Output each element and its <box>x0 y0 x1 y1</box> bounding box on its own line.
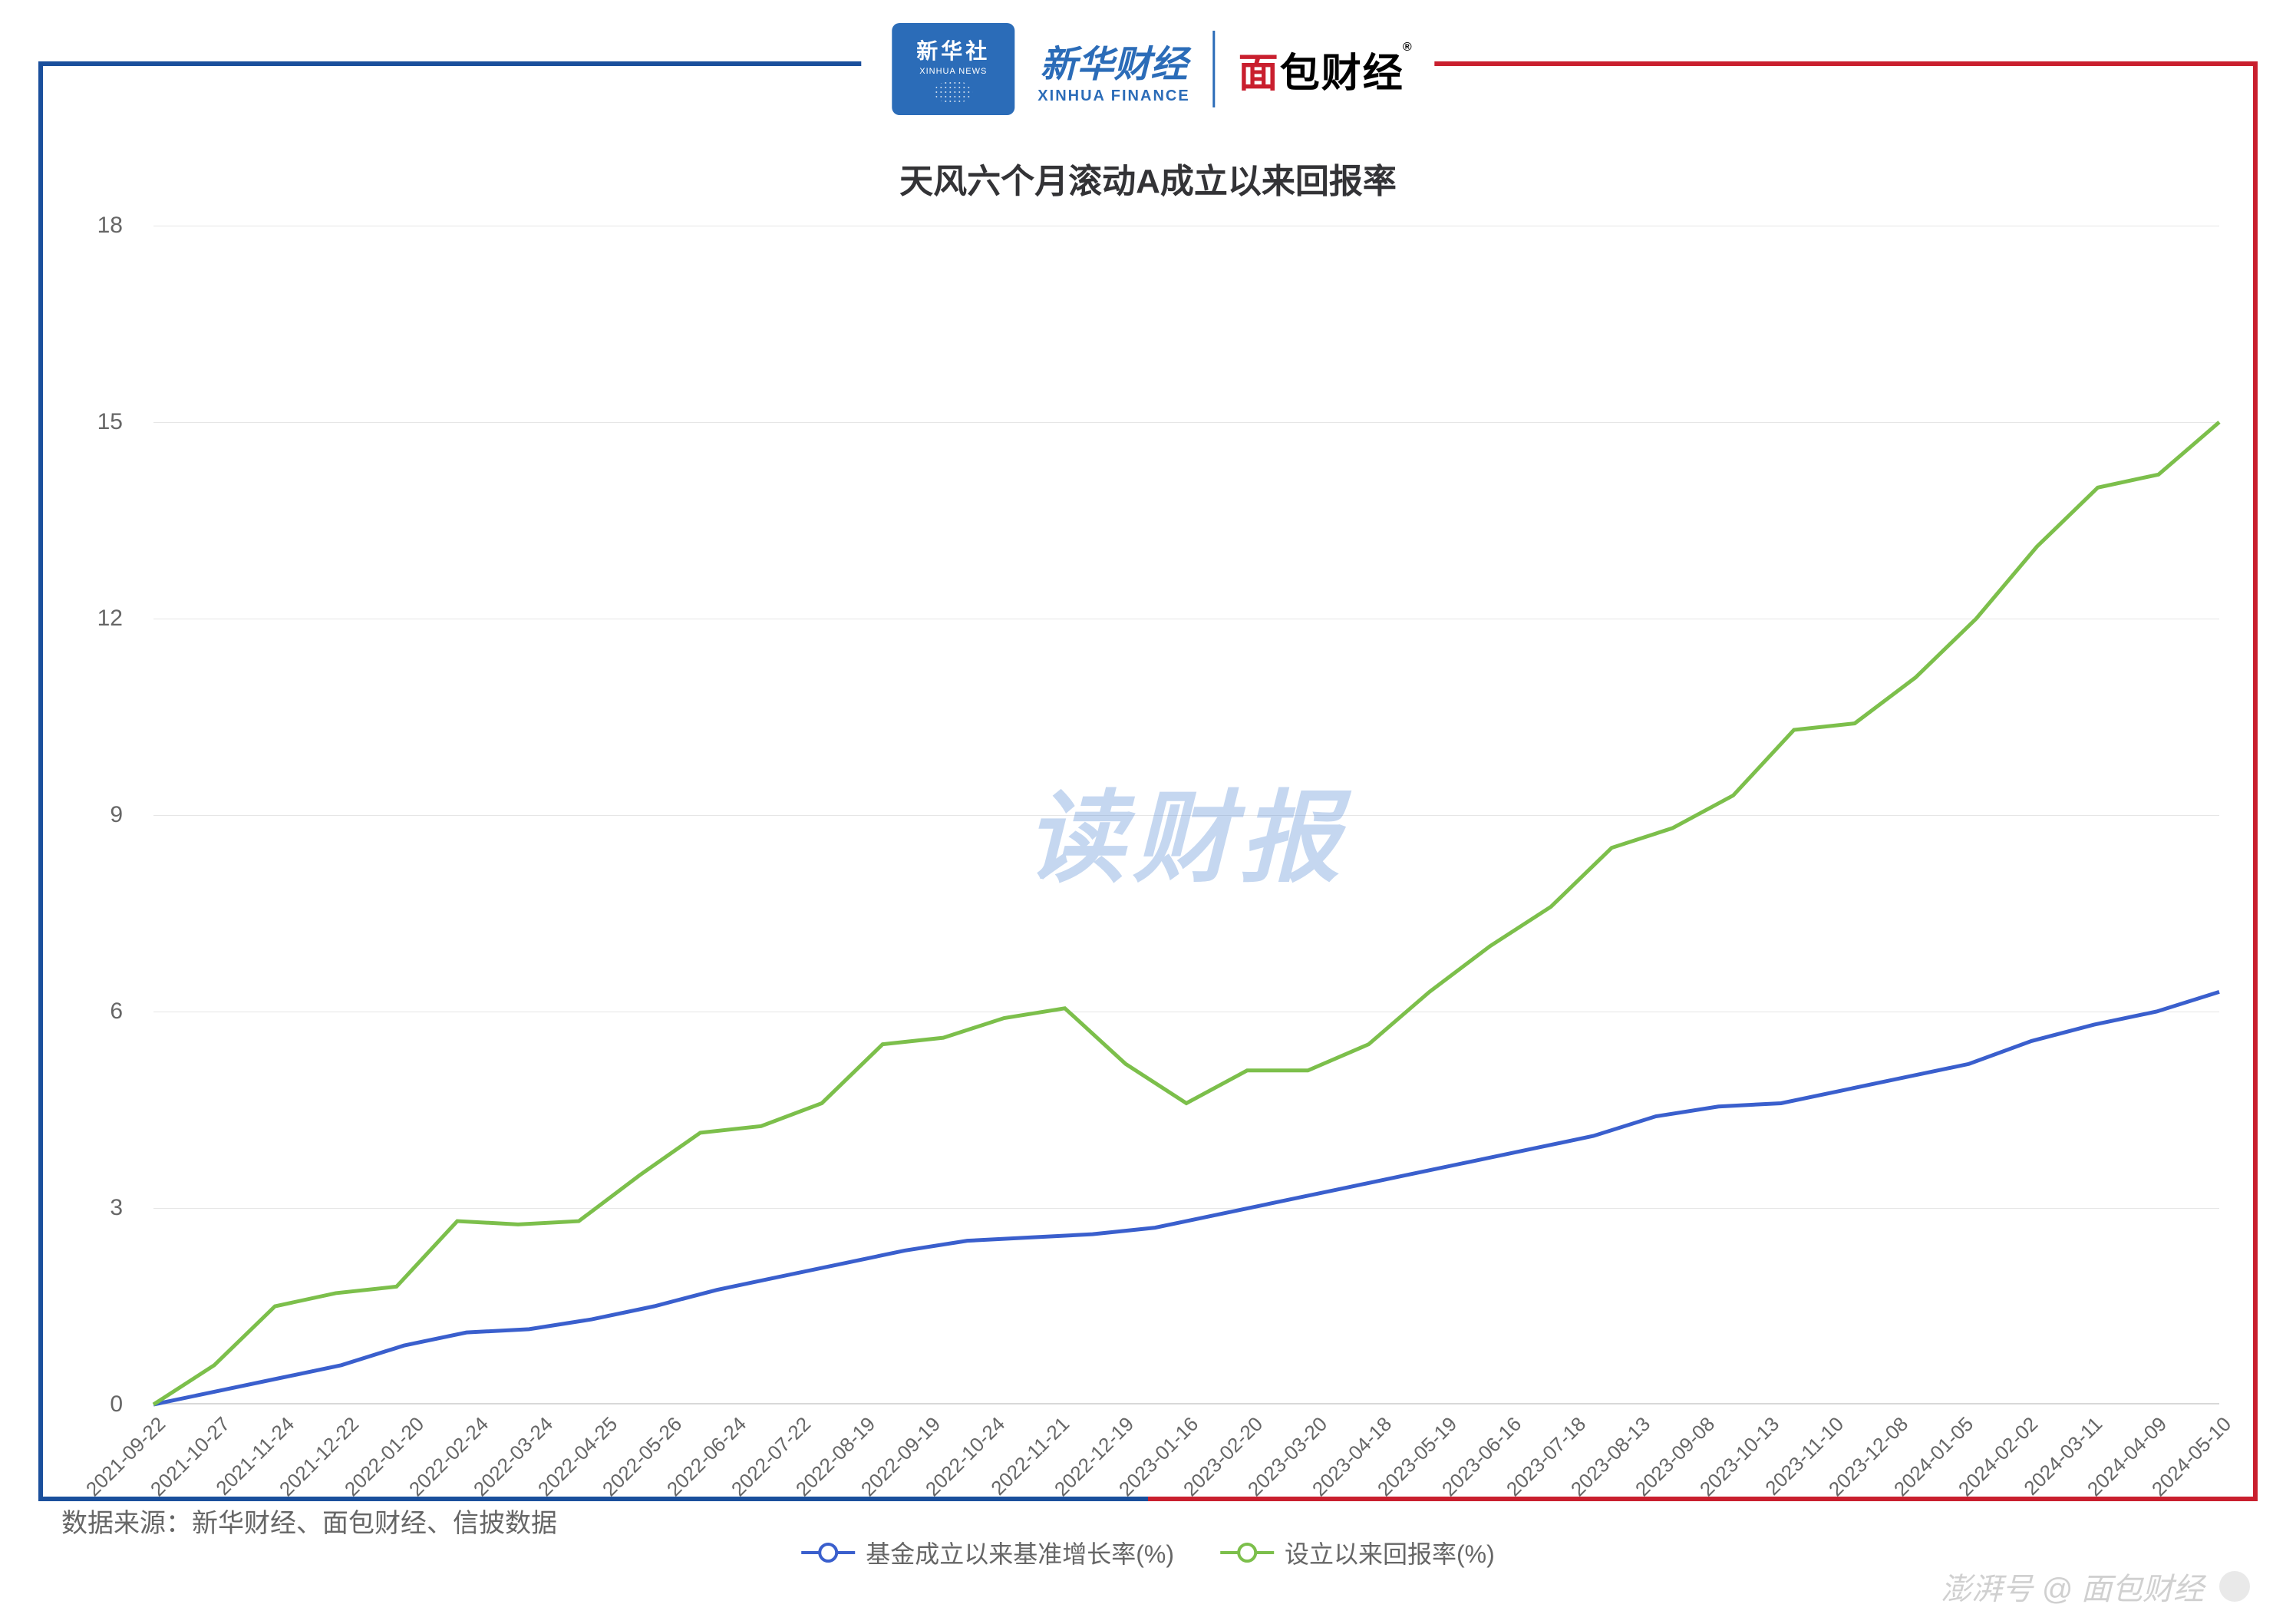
mianbao-caijing-logo: 面包财经 ® <box>1239 41 1404 98</box>
y-tick-label: 18 <box>97 213 123 239</box>
header-logos: 新华社 XINHUA NEWS 新华财经 XINHUA FINANCE 面包财经… <box>861 23 1434 115</box>
legend-swatch <box>801 1551 855 1554</box>
data-source-label: 数据来源：新华财经、面包财经、信披数据 <box>61 1502 557 1540</box>
xinhua-badge-en: XINHUA NEWS <box>919 67 987 76</box>
legend-item: 设立以来回报率(%) <box>1220 1535 1495 1570</box>
svg-plot: 读财报 <box>153 226 2219 1404</box>
y-tick-label: 6 <box>110 998 123 1025</box>
y-tick-label: 15 <box>97 409 123 435</box>
series-line <box>153 992 2219 1404</box>
xinhua-finance-cn: 新华财经 <box>1040 34 1187 87</box>
logo-divider <box>1213 31 1216 107</box>
y-tick-label: 0 <box>110 1391 123 1418</box>
registered-mark: ® <box>1403 41 1414 54</box>
plot-area: 0369121518 读财报 2021-09-222021-10-272021-… <box>77 226 2219 1404</box>
footer-watermark-text: 澎湃号 @ 面包财经 <box>1941 1564 2204 1609</box>
xinhua-finance-logo: 新华财经 XINHUA FINANCE <box>1037 34 1189 105</box>
chart-container: 天风六个月滚动A成立以来回报率 0369121518 读财报 2021-09-2… <box>77 153 2219 1409</box>
mbread-text: 面包财经 <box>1239 51 1404 96</box>
footer-watermark-icon <box>2219 1571 2250 1602</box>
globe-icon <box>934 81 972 104</box>
xinhua-news-logo: 新华社 XINHUA NEWS <box>892 23 1014 115</box>
legend: 基金成立以来基准增长率(%) 设立以来回报率(%) <box>801 1535 1495 1570</box>
legend-label: 基金成立以来基准增长率(%) <box>866 1535 1174 1570</box>
legend-label: 设立以来回报率(%) <box>1285 1535 1495 1570</box>
y-tick-label: 9 <box>110 802 123 828</box>
xinhua-badge-cn: 新华社 <box>916 35 990 65</box>
legend-swatch <box>1220 1551 1274 1554</box>
legend-item: 基金成立以来基准增长率(%) <box>801 1535 1174 1570</box>
xinhua-finance-en: XINHUA FINANCE <box>1037 87 1189 105</box>
series-line <box>153 422 2219 1404</box>
footer-watermark: 澎湃号 @ 面包财经 <box>1941 1564 2250 1609</box>
y-axis: 0369121518 <box>77 226 138 1404</box>
y-tick-label: 3 <box>110 1195 123 1221</box>
y-tick-label: 12 <box>97 606 123 632</box>
chart-title: 天风六个月滚动A成立以来回报率 <box>77 153 2219 203</box>
